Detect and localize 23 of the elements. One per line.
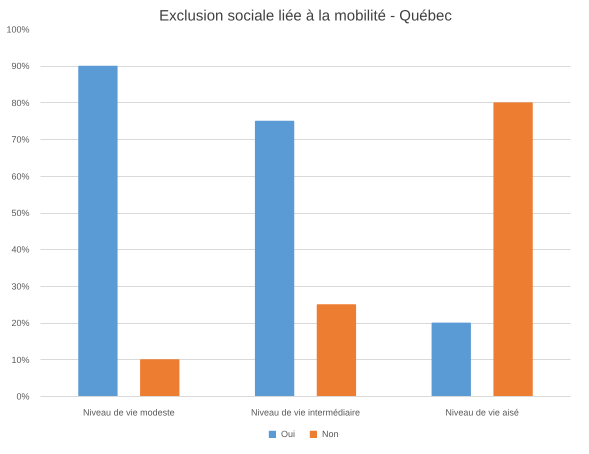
bar <box>316 304 356 396</box>
y-tick-label: 100% <box>6 24 30 34</box>
y-tick-label: 50% <box>11 208 30 218</box>
bar <box>493 102 533 396</box>
y-tick-label: 10% <box>11 354 30 365</box>
y-tick-label: 0% <box>16 392 30 402</box>
legend-label: Non <box>322 429 340 439</box>
x-tick-label: Niveau de vie modeste <box>83 408 175 418</box>
bar <box>254 120 294 396</box>
y-tick-label: 90% <box>11 61 30 72</box>
bar <box>432 322 471 396</box>
x-tick-label: Niveau de vie aisé <box>445 408 519 418</box>
chart-title: Exclusion sociale liée à la mobilité - Québec <box>159 8 452 24</box>
y-tick-label: 40% <box>11 244 30 255</box>
y-tick-label: 30% <box>11 281 30 292</box>
y-tick-label: 20% <box>11 318 30 328</box>
x-tick-label: Niveau de vie intermédiaire <box>250 408 360 418</box>
y-tick-label: 60% <box>11 171 30 182</box>
bar <box>140 359 180 396</box>
legend-label: Oui <box>281 429 296 439</box>
y-tick-label: 80% <box>11 98 30 108</box>
bar <box>78 66 118 396</box>
y-tick-label: 70% <box>11 134 30 145</box>
